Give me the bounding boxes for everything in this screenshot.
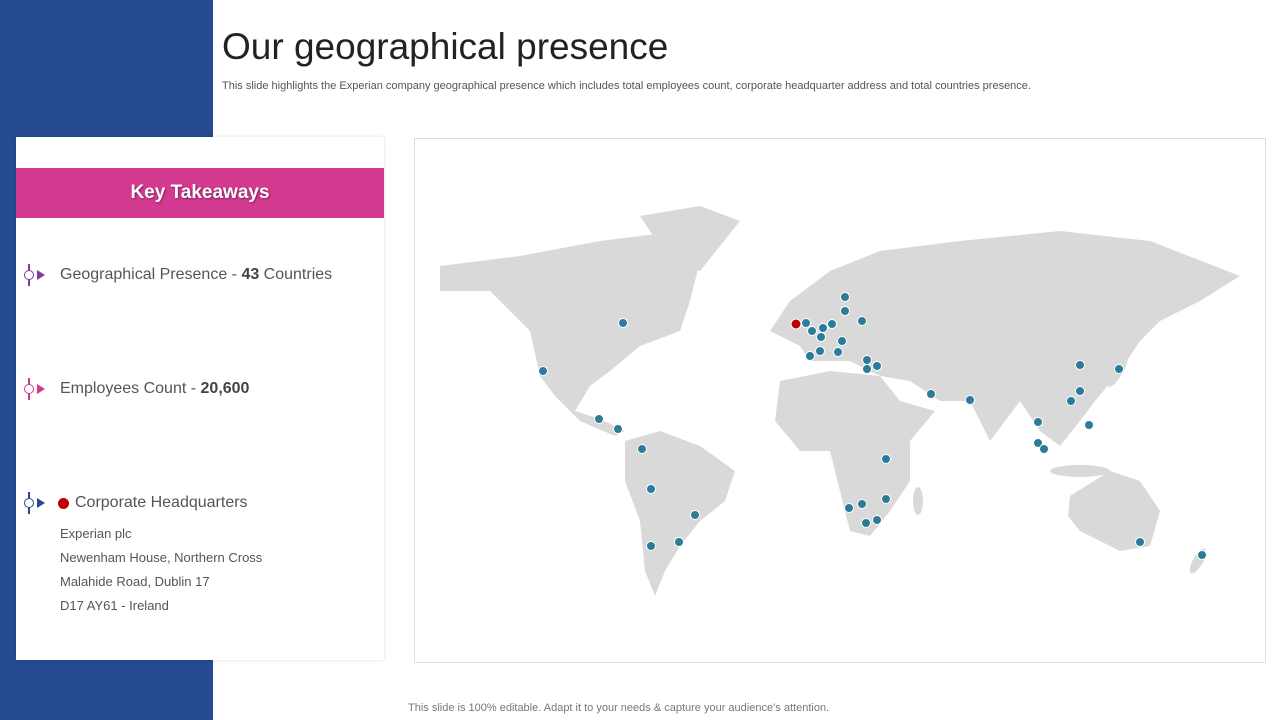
office-location-dot [1075, 360, 1085, 370]
address-line: Experian plc [60, 526, 132, 541]
office-location-dot [613, 424, 623, 434]
world-map [414, 138, 1266, 663]
office-location-dot [805, 351, 815, 361]
bullet-marker-icon [24, 378, 46, 400]
australia [1068, 471, 1160, 551]
office-location-dot [827, 319, 837, 329]
office-location-dot [862, 355, 872, 365]
office-location-dot [1114, 364, 1124, 374]
office-location-dot [862, 364, 872, 374]
takeaway-geographical-presence: Geographical Presence - 43 Countries [24, 264, 332, 286]
office-location-dot [881, 454, 891, 464]
office-location-dot [1075, 386, 1085, 396]
office-location-dot [646, 484, 656, 494]
key-takeaways-heading: Key Takeaways [16, 168, 384, 218]
office-location-dot [1197, 550, 1207, 560]
office-location-dot [594, 414, 604, 424]
office-location-dot [815, 346, 825, 356]
office-location-dot [837, 336, 847, 346]
office-location-dot [926, 389, 936, 399]
office-location-dot [818, 323, 828, 333]
takeaway-label: Geographical Presence - [60, 266, 242, 283]
hq-address: Experian plc Newenham House, Northern Cr… [60, 522, 262, 618]
office-location-dot [833, 347, 843, 357]
office-location-dot [807, 326, 817, 336]
new-zealand [1189, 548, 1207, 574]
takeaway-suffix: Countries [259, 266, 333, 283]
countries-count: 43 [241, 266, 260, 283]
north-america [440, 231, 700, 436]
footer-note: This slide is 100% editable. Adapt it to… [408, 702, 830, 714]
office-location-dot [618, 318, 628, 328]
office-location-dot [646, 541, 656, 551]
office-location-dot [861, 518, 871, 528]
office-location-dot [965, 395, 975, 405]
address-line: Newenham House, Northern Cross [60, 550, 263, 565]
africa [775, 371, 935, 536]
office-location-dot [1039, 444, 1049, 454]
madagascar [913, 487, 923, 515]
office-location-dot [857, 499, 867, 509]
takeaway-employees-count: Employees Count - 20,600 [24, 378, 249, 400]
page-title: Our geographical presence [222, 26, 669, 67]
office-location-dot [1135, 537, 1145, 547]
office-location-dot [872, 515, 882, 525]
takeaway-label: Corporate Headquarters [75, 494, 248, 511]
page-subtitle: This slide highlights the Experian compa… [222, 80, 1031, 92]
office-location-dot [1084, 420, 1094, 430]
office-location-dot [801, 318, 811, 328]
employees-count: 20,600 [200, 380, 250, 397]
bullet-marker-icon [24, 264, 46, 286]
office-location-dot [637, 444, 647, 454]
office-location-dot [872, 361, 882, 371]
office-location-dot [881, 494, 891, 504]
takeaway-label: Employees Count - [60, 380, 201, 397]
office-location-dot [1066, 396, 1076, 406]
office-location-dot [674, 537, 684, 547]
office-location-dot [857, 316, 867, 326]
headquarters-dot [790, 318, 802, 330]
indonesia [1050, 465, 1110, 477]
greenland [640, 206, 740, 271]
south-america [625, 431, 735, 596]
takeaway-corporate-hq: Corporate Headquarters [24, 492, 248, 514]
hq-dot-icon [58, 497, 69, 509]
address-line: Malahide Road, Dublin 17 [60, 574, 210, 589]
office-location-dot [844, 503, 854, 513]
office-location-dot [840, 292, 850, 302]
bullet-marker-icon [24, 492, 46, 514]
office-location-dot [816, 332, 826, 342]
world-map-svg [440, 206, 1240, 596]
office-location-dot [690, 510, 700, 520]
eurasia [770, 231, 1240, 446]
address-line: D17 AY61 - Ireland [60, 598, 169, 613]
office-location-dot [1033, 438, 1043, 448]
office-location-dot [840, 306, 850, 316]
office-location-dot [538, 366, 548, 376]
office-location-dot [1033, 417, 1043, 427]
key-takeaways-card: Key Takeaways Geographical Presence - 43… [16, 137, 384, 660]
